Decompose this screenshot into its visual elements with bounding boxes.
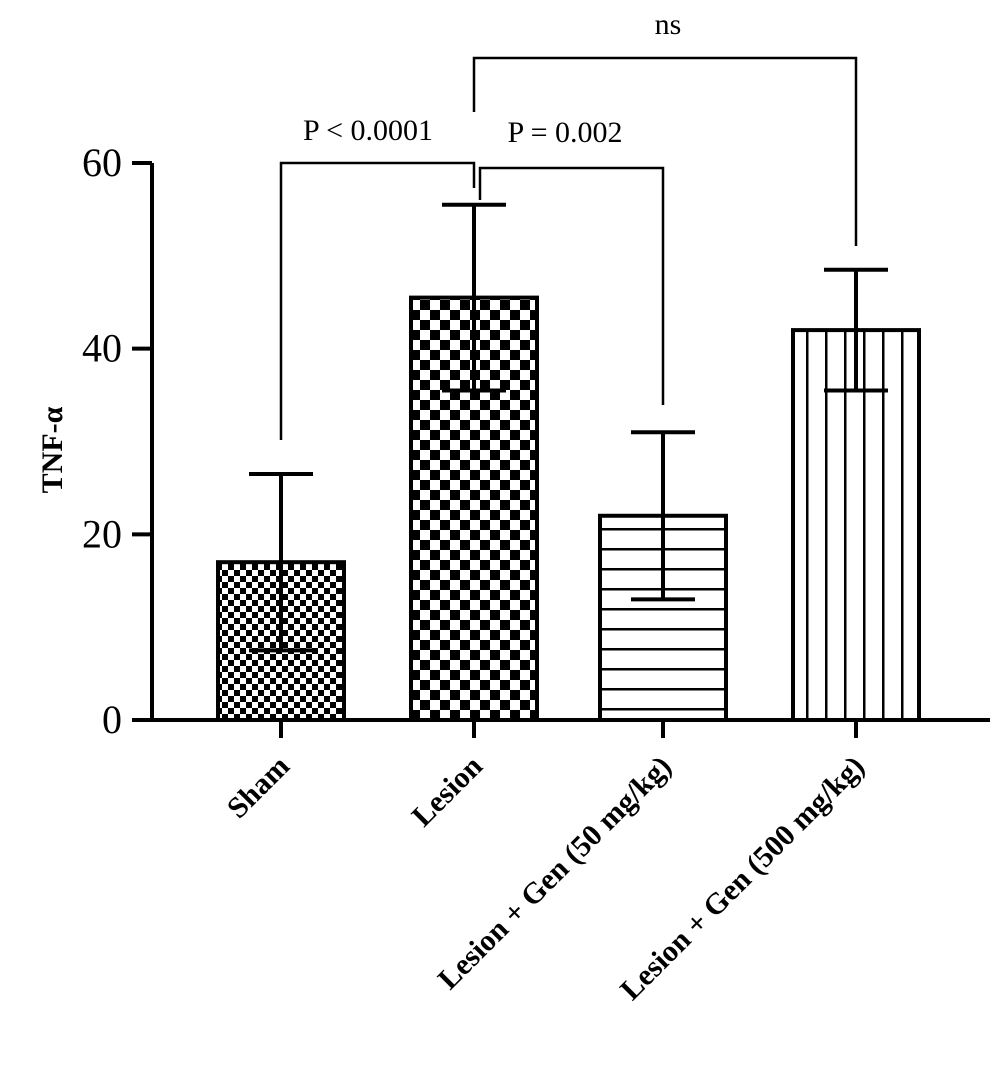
significance-label: P < 0.0001	[303, 114, 433, 147]
significance-brackets: P < 0.0001 P = 0.002 ns	[279, 8, 858, 440]
y-tick-label: 60	[82, 140, 122, 185]
significance-label: ns	[655, 8, 682, 41]
y-tick-label: 20	[82, 511, 122, 556]
y-tick-label: 40	[82, 326, 122, 371]
y-axis-label: TNF-α	[36, 406, 69, 493]
bars	[216, 295, 921, 723]
significance-bracket	[472, 56, 858, 246]
significance-bracket	[478, 166, 665, 405]
significance-bracket	[279, 161, 476, 440]
y-ticks: 0 20 40 60	[82, 140, 152, 742]
x-tick-label: Sham	[221, 750, 296, 825]
y-tick-label: 0	[102, 697, 122, 742]
error-bars	[249, 202, 888, 653]
y-axis: 0 20 40 60 TNF-α	[36, 140, 154, 742]
x-ticks	[279, 720, 858, 738]
significance-label: P = 0.002	[508, 116, 623, 149]
x-tick-label: Lesion	[405, 749, 489, 833]
